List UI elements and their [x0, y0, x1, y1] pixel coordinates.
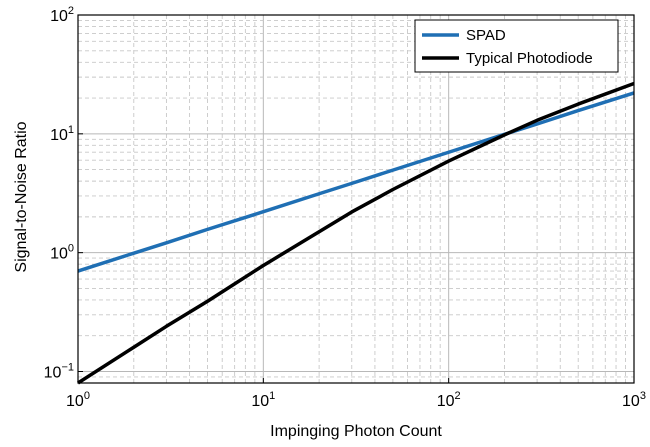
x-axis-label: Impinging Photon Count: [270, 423, 442, 440]
x-tick-label: 100: [66, 390, 90, 410]
series-lines: [77, 81, 635, 385]
x-tick-label: 103: [622, 390, 646, 410]
legend: SPAD Typical Photodiode: [414, 19, 619, 73]
x-tick-label: 101: [251, 390, 275, 410]
series-line-photodiode: [77, 81, 635, 385]
y-tick-label: 100: [50, 243, 74, 263]
y-tick-label: 10−1: [44, 361, 74, 381]
legend-box: [414, 19, 619, 73]
series-line-spad: [77, 91, 635, 273]
legend-label-spad: SPAD: [466, 27, 506, 44]
y-tick-label: 101: [50, 124, 74, 144]
y-axis-label: Signal-to-Noise Ratio: [13, 121, 30, 272]
axis-ticks: 100 101 102 103 10−1 100 101 102: [44, 5, 646, 410]
plot-frame: [77, 14, 635, 384]
legend-label-photodiode: Typical Photodiode: [466, 50, 593, 67]
x-tick-label: 102: [437, 390, 461, 410]
y-tick-label: 102: [50, 5, 74, 25]
